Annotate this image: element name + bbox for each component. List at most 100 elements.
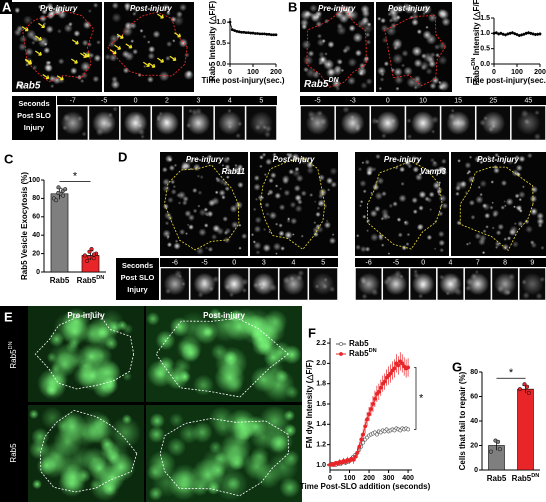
signal (238, 246, 242, 250)
signal (147, 425, 165, 444)
signal (92, 75, 100, 83)
signal (209, 461, 227, 479)
frame-noise (360, 278, 367, 285)
signal (109, 34, 119, 44)
signal (253, 174, 260, 182)
row-label: Injury (127, 285, 148, 294)
data-point (237, 30, 241, 34)
signal (413, 58, 423, 68)
strip-header (57, 96, 277, 105)
signal (211, 233, 218, 241)
signal (197, 190, 203, 196)
signal (162, 166, 168, 173)
signal (338, 4, 349, 15)
frame-noise (419, 282, 427, 290)
data-point (526, 390, 531, 395)
signal (253, 183, 261, 191)
signal (359, 179, 367, 188)
signal (484, 212, 491, 219)
signal (275, 252, 278, 255)
signal (365, 32, 371, 38)
signal (56, 411, 88, 443)
time-label: 4 (228, 98, 232, 105)
frame-noise (164, 288, 171, 295)
signal (226, 175, 230, 179)
signal (261, 196, 265, 200)
signal (436, 186, 443, 194)
data-point (82, 253, 87, 258)
signal (143, 64, 147, 69)
signal (437, 210, 444, 217)
signal (365, 77, 373, 86)
signal (73, 30, 81, 37)
signal (275, 222, 279, 226)
signal (466, 171, 470, 175)
data-point (534, 33, 537, 36)
y-tick-label: 60 (470, 393, 478, 400)
signal (147, 450, 177, 479)
signal (179, 228, 186, 236)
signal (14, 7, 21, 13)
row-label-bg (116, 258, 159, 300)
signal (186, 156, 195, 165)
signal (241, 233, 248, 240)
signal (313, 200, 317, 203)
y-tick-label: 0.5 (480, 46, 490, 53)
data-point (374, 432, 379, 437)
data-point (353, 454, 358, 459)
time-label: 2 (165, 98, 169, 105)
time-label: 3 (262, 260, 266, 267)
signal (411, 155, 417, 161)
signal (468, 155, 473, 159)
signal (59, 463, 87, 491)
signal (223, 230, 229, 236)
panel-letter: C (4, 151, 14, 166)
signal (88, 52, 95, 59)
signal (312, 71, 320, 79)
micrograph (146, 405, 302, 502)
signal (479, 160, 484, 165)
data-point (359, 437, 364, 442)
signal (57, 8, 68, 20)
frame-noise (523, 118, 530, 125)
time-label: -5 (201, 260, 207, 267)
data-point (233, 29, 237, 32)
x-tick-label: Rab5 (50, 276, 70, 285)
signal (56, 28, 62, 34)
data-point (228, 20, 232, 24)
signal (359, 245, 367, 253)
row-label-bg (12, 96, 56, 140)
signal (437, 8, 447, 19)
signal (16, 25, 24, 33)
signal (340, 68, 345, 73)
x-tick-label: 100 (247, 69, 259, 76)
signal (309, 193, 314, 197)
signal (18, 83, 26, 90)
data-point (240, 30, 243, 34)
signal (282, 177, 289, 185)
marker-label: Rab5 (16, 81, 41, 92)
signal (48, 331, 65, 348)
signal (481, 250, 486, 255)
data-point (392, 366, 397, 371)
signal (318, 61, 323, 66)
signal (325, 177, 334, 185)
frame-noise (178, 274, 183, 279)
signal (268, 211, 278, 220)
signal (291, 233, 295, 236)
frame-noise (490, 123, 496, 129)
signal (500, 179, 508, 187)
signal (429, 82, 437, 90)
signal (536, 217, 545, 226)
signal (165, 55, 171, 61)
signal (161, 3, 171, 12)
signal (536, 212, 544, 220)
signal (529, 195, 538, 203)
signal (188, 224, 194, 230)
data-point (87, 249, 92, 254)
signal (250, 233, 255, 237)
signal (348, 24, 356, 32)
signal (500, 205, 505, 210)
data-point (56, 190, 61, 195)
frame-noise (77, 115, 83, 122)
